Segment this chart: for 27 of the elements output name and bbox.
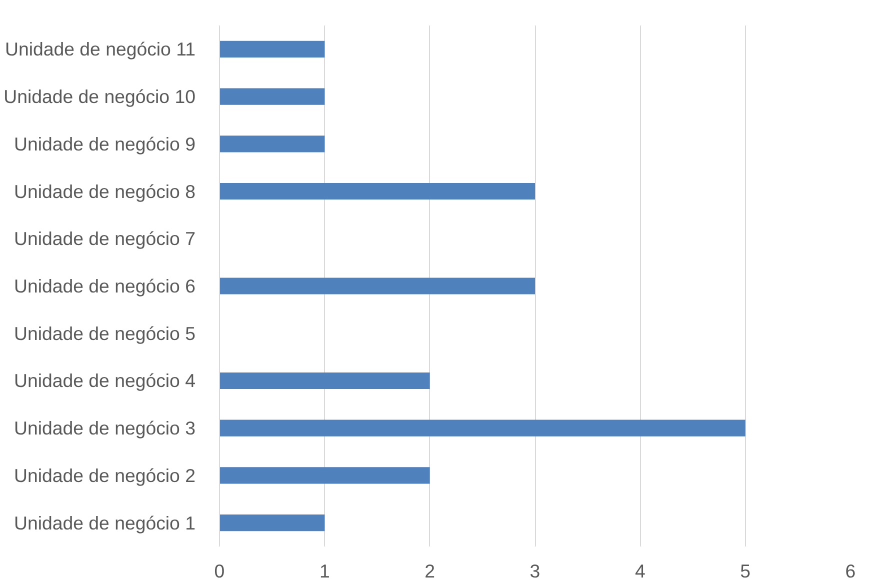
bar (220, 182, 535, 200)
bar (220, 40, 325, 58)
bar (220, 514, 325, 532)
x-tick-label: 6 (845, 560, 856, 582)
y-tick-label: Unidade de negócio 1 (14, 512, 196, 534)
x-tick-label: 1 (319, 560, 330, 582)
bar (220, 278, 535, 294)
y-tick-label: Unidade de negócio 10 (4, 86, 196, 108)
bar (220, 88, 325, 105)
bar (220, 136, 325, 152)
y-tick-label: Unidade de negócio 4 (14, 370, 196, 392)
bar (220, 372, 430, 390)
y-tick-label: Unidade de negócio 7 (14, 228, 196, 250)
y-tick-label: Unidade de negócio 9 (14, 133, 196, 154)
bar (220, 420, 746, 436)
y-tick-label: Unidade de negócio 8 (14, 180, 196, 202)
x-tick-label: 5 (740, 560, 751, 582)
y-tick-label: Unidade de negócio 6 (14, 276, 196, 296)
y-tick-label: Unidade de negócio 11 (4, 38, 196, 60)
x-tick-label: 4 (634, 560, 646, 582)
x-tick-label: 2 (424, 560, 436, 582)
x-tick-label: 0 (214, 560, 225, 582)
y-tick-label: Unidade de negócio 3 (14, 418, 196, 439)
x-tick-label: 3 (530, 560, 540, 582)
bar (220, 467, 430, 484)
y-tick-label: Unidade de negócio 2 (14, 464, 196, 486)
y-tick-label: Unidade de negócio 5 (14, 322, 196, 344)
